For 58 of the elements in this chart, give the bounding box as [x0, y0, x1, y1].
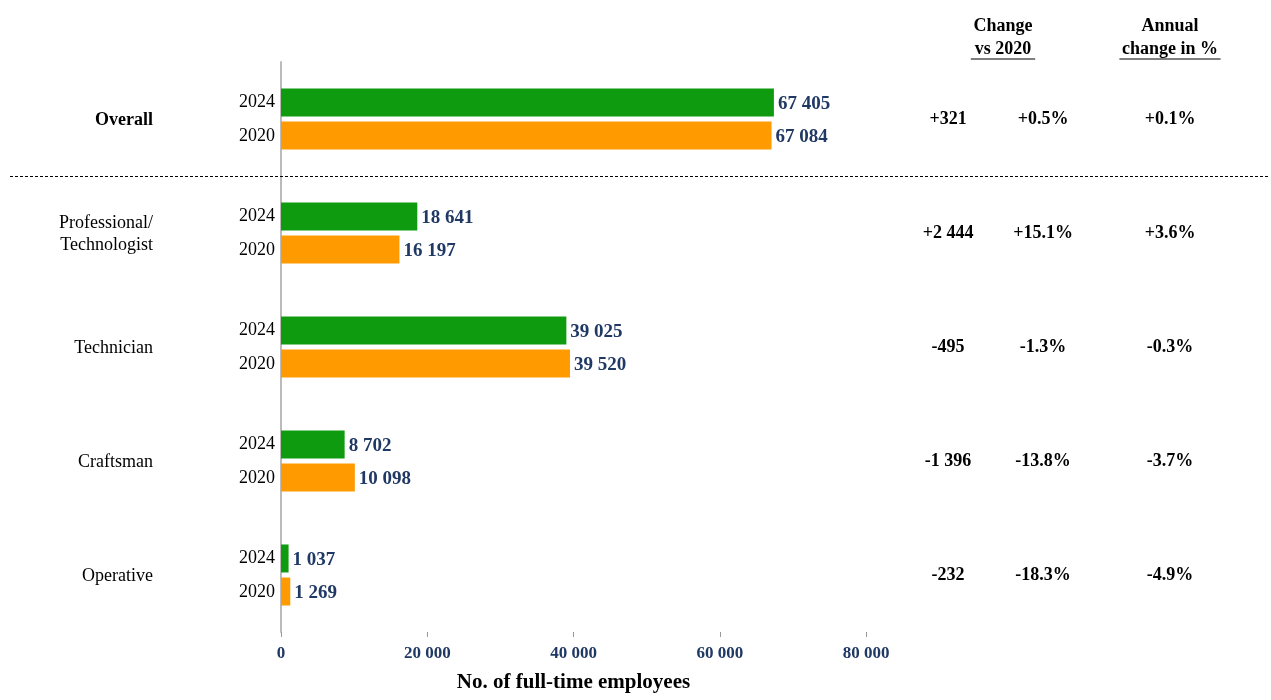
- bar: [281, 544, 289, 573]
- bar: [281, 349, 570, 378]
- x-tick-label: 80 000: [842, 643, 890, 662]
- data-label: 39 025: [570, 319, 623, 341]
- bar: [281, 88, 774, 117]
- text: +0.5%: [1017, 108, 1069, 128]
- x-tick-label: 0: [276, 643, 286, 662]
- data-label: 1 037: [292, 547, 336, 569]
- data-label: 16 197: [403, 239, 457, 261]
- text: Annual change in %: [1121, 15, 1219, 58]
- bar: [281, 577, 291, 606]
- text: -495: [931, 336, 965, 356]
- text: -18.3%: [1015, 564, 1071, 584]
- text: 2020: [239, 352, 275, 373]
- text: +15.1%: [1013, 222, 1073, 242]
- text: 2024: [239, 205, 275, 226]
- x-tick-label: 60 000: [696, 643, 744, 662]
- y-tick-label: Craftsman: [78, 451, 153, 471]
- data-label: 18 641: [421, 205, 474, 227]
- text: 2024: [239, 319, 275, 340]
- bar: [281, 235, 400, 264]
- text: +3.6%: [1144, 222, 1196, 242]
- data-label: 10 098: [358, 467, 412, 489]
- data-label: 1 269: [294, 581, 338, 603]
- text: -3.7%: [1146, 450, 1194, 470]
- y-tick-label: Overall: [95, 109, 153, 129]
- text: -1 396: [924, 450, 972, 470]
- data-label: 67 405: [777, 91, 831, 113]
- text: 2024: [239, 433, 275, 454]
- bar: [281, 463, 355, 492]
- x-tick-label: 40 000: [550, 643, 597, 662]
- bar: [281, 202, 418, 231]
- text: 2020: [239, 238, 275, 259]
- x-tick-label: 20 000: [403, 643, 451, 662]
- y-tick-label: Technician: [74, 337, 153, 357]
- text: Change vs 2020: [973, 15, 1033, 58]
- text: 2020: [239, 466, 275, 487]
- series-label: 2024: [239, 91, 275, 112]
- text: 2024: [239, 547, 275, 568]
- y-tick-label: Professional/ Technologist: [59, 212, 153, 254]
- text: -0.3%: [1146, 336, 1194, 356]
- text: +0.1%: [1144, 108, 1196, 128]
- text: -13.8%: [1015, 450, 1071, 470]
- x-axis-title: No. of full-time employees: [456, 668, 691, 693]
- text: -1.3%: [1019, 336, 1067, 356]
- bar: [281, 430, 345, 459]
- series-label: 2020: [239, 124, 275, 145]
- text: 2020: [239, 580, 275, 601]
- data-label: 8 702: [348, 433, 392, 455]
- text: -4.9%: [1146, 564, 1194, 584]
- text: +321: [929, 108, 967, 128]
- bar: [281, 316, 567, 345]
- text: -232: [931, 564, 965, 584]
- data-label: 67 084: [775, 125, 829, 147]
- bar: [281, 121, 772, 150]
- y-tick-label: Operative: [82, 565, 153, 585]
- text: +2 444: [922, 222, 974, 242]
- data-label: 39 520: [573, 353, 627, 375]
